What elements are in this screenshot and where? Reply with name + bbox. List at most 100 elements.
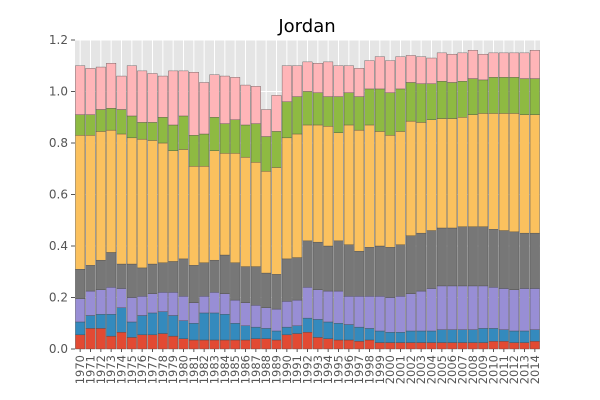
bar-segment — [106, 108, 117, 131]
bar-segment — [405, 330, 416, 343]
bar-segment — [436, 227, 447, 287]
bar-segment — [188, 339, 199, 350]
bar-segment — [292, 299, 303, 327]
bar-segment — [405, 55, 416, 83]
bar-segment — [281, 137, 292, 260]
bar-segment — [147, 293, 158, 314]
bar-segment — [106, 129, 117, 253]
x-tick-label: 2010 — [487, 355, 501, 384]
bar-segment — [498, 77, 509, 114]
bar-segment — [436, 52, 447, 82]
bar-segment — [436, 342, 447, 350]
bar-segment — [261, 307, 272, 329]
bar-segment — [498, 341, 509, 350]
bar-segment — [323, 126, 334, 247]
bar-segment — [343, 244, 354, 297]
bar-segment — [240, 266, 251, 303]
x-tick-label: 1994 — [321, 355, 335, 384]
bar-segment — [395, 296, 406, 333]
bar-segment — [230, 77, 241, 121]
bar-segment — [343, 65, 354, 93]
bar-segment — [219, 293, 230, 315]
bar-segment — [147, 312, 158, 336]
bar-segment — [261, 338, 272, 350]
bar-segment — [447, 329, 458, 343]
bar-segment — [271, 308, 282, 332]
bar-segment — [374, 330, 385, 343]
bar-segment — [250, 305, 261, 328]
bar-segment — [343, 324, 354, 341]
bar-segment — [95, 66, 106, 110]
bar-segment — [385, 332, 396, 343]
x-tick-label: 1985 — [228, 355, 242, 384]
bar-segment — [405, 235, 416, 294]
bar-segment — [447, 82, 458, 119]
bar-segment — [519, 52, 530, 79]
bar-segment — [85, 290, 96, 316]
bar-segment — [168, 315, 179, 337]
bar-segment — [478, 285, 489, 329]
bar-segment — [343, 92, 354, 126]
bar-segment — [292, 257, 303, 301]
x-tick-label: 2006 — [445, 355, 459, 384]
x-tick-label: 2011 — [497, 355, 511, 384]
bar-segment — [250, 123, 261, 163]
bar-segment — [364, 247, 375, 297]
y-tick-label: 0.8 — [49, 136, 68, 150]
x-tick-label: 2001 — [394, 355, 408, 384]
bar-segment — [230, 339, 241, 350]
bar-segment — [95, 328, 106, 350]
bar-segment — [199, 296, 210, 314]
bar-segment — [478, 53, 489, 81]
bar-segment — [457, 342, 468, 350]
bar-segment — [116, 307, 127, 333]
bar-segment — [168, 124, 179, 151]
x-tick-label: 2012 — [507, 355, 521, 384]
bar-segment — [168, 261, 179, 293]
bar-segment — [106, 287, 117, 315]
bar-segment — [75, 298, 86, 323]
bar-segment — [85, 68, 96, 115]
bar-segment — [302, 332, 313, 350]
bar-segment — [230, 323, 241, 341]
bar-segment — [219, 153, 230, 256]
x-tick-label: 1979 — [166, 355, 180, 384]
bar-segment — [137, 70, 148, 123]
bar-segment — [478, 226, 489, 287]
bar-segment — [426, 83, 437, 121]
bar-segment — [323, 245, 334, 292]
bar-segment — [271, 131, 282, 168]
bar-segment — [364, 124, 375, 248]
x-tick-label: 1988 — [259, 355, 273, 384]
bar-segment — [416, 342, 427, 350]
y-tick-label: 0.6 — [49, 188, 68, 202]
bar-segment — [126, 115, 137, 139]
bar-segment — [478, 113, 489, 227]
bar-segment — [302, 317, 313, 333]
x-tick-label: 2009 — [476, 355, 490, 384]
bar-segment — [147, 140, 158, 265]
bar-segment — [75, 114, 86, 136]
bar-segment — [323, 61, 334, 97]
bar-segment — [354, 250, 365, 297]
bar-segment — [281, 301, 292, 328]
bar-segment — [405, 82, 416, 122]
bar-segment — [126, 65, 137, 117]
x-tick-label: 1984 — [218, 355, 232, 384]
bar-segment — [95, 109, 106, 132]
bar-segment — [509, 330, 520, 343]
bar-segment — [85, 114, 96, 136]
bar-segment — [488, 328, 499, 342]
bar-segment — [385, 60, 396, 93]
bar-segment — [519, 342, 530, 350]
bar-segment — [509, 77, 520, 114]
bar-segment — [219, 75, 230, 124]
bar-segment — [188, 302, 199, 324]
bar-segment — [395, 88, 406, 132]
bar-segment — [116, 263, 127, 289]
bar-segment — [354, 326, 365, 342]
bar-segment — [416, 232, 427, 292]
bar-segment — [333, 240, 344, 292]
bar-segment — [478, 328, 489, 343]
